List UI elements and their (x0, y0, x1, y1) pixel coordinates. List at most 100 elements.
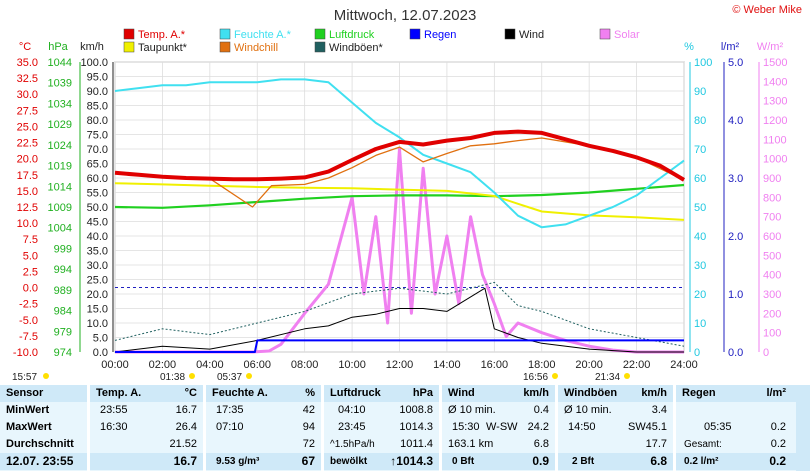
wind-bft: 0 Bft (452, 456, 475, 467)
y-tick-label-temp_c: 27.5 (17, 105, 38, 117)
stats-rain: Regen l/m² 05:35 0.2 Gesamt: 0.2 0.2 l/m² 0.… (676, 385, 796, 471)
y-tick-label-wind_kmh: 95.0 (87, 72, 108, 84)
y-tick-label-rain_lm2: 5.0 (728, 57, 743, 69)
x-tick-label: 02:00 (149, 359, 177, 371)
y-tick-label-wind_kmh: 25.0 (87, 275, 108, 287)
axes: 00:00 02:00 04:00 06:00 08:00 10:00 12:00 14:00… (13, 41, 788, 371)
hum-head: Feuchte A. (212, 387, 268, 399)
rain-now-text: 0.2 l/m² (684, 456, 719, 467)
y-tick-label-pressure_hpa: 974 (54, 347, 72, 359)
y-tick-label-temp_c: 25.0 (17, 121, 38, 133)
y-tick-label-pressure_hpa: 999 (54, 243, 72, 255)
y-tick-label-wind_kmh: 0.0 (93, 347, 108, 359)
y-tick-label-temp_c: 12.5 (17, 202, 38, 214)
rain-max-value: 0.2 (770, 421, 786, 433)
y-tick-label-wind_kmh: 35.0 (87, 246, 108, 258)
y-tick-label-humidity_pct: 60 (694, 173, 706, 185)
rain-now: 0.2 (769, 454, 786, 468)
y-tick-label-rain_lm2: 3.0 (728, 173, 743, 185)
x-tick-label: 24:00 (670, 359, 698, 371)
sun-marker-dot (624, 373, 630, 379)
wind-unit: km/h (523, 387, 549, 399)
y-tick-label-solar_wm2: 1100 (763, 134, 787, 146)
sun-marker-dot (189, 373, 195, 379)
y-tick-label-humidity_pct: 100 (694, 57, 712, 69)
sun-marker-label: 21:34 (595, 372, 620, 383)
y-tick-label-humidity_pct: 20 (694, 289, 706, 301)
y-tick-label-temp_c: 10.0 (17, 218, 38, 230)
y-tick-label-wind_kmh: 85.0 (87, 101, 108, 113)
y-tick-label-pressure_hpa: 1034 (48, 98, 72, 110)
series-line-temp-a (114, 129, 686, 182)
y-tick-label-pressure_hpa: 979 (54, 326, 72, 338)
rain-unit: l/m² (766, 387, 786, 399)
temp-min-time: 23:55 (100, 404, 128, 416)
legend-swatch (599, 28, 611, 40)
y-tick-label-temp_c: 20.0 (17, 154, 38, 166)
stats-gusts: Windböen km/h Ø 10 min. 3.4 14:50 SW 45.1 17… (558, 385, 676, 471)
y-tick-label-humidity_pct: 30 (694, 260, 706, 272)
sun-marker-dot (43, 373, 49, 379)
y-tick-label-temp_c: 15.0 (17, 186, 38, 198)
press-now: ↑1014.3 (390, 454, 433, 468)
wind-max-time: 15:30 (452, 421, 480, 433)
legend-label: Taupunkt* (138, 42, 188, 54)
y-tick-label-solar_wm2: 1300 (763, 96, 787, 108)
x-tick-label: 14:00 (433, 359, 461, 371)
copyright: © Weber Mike (732, 4, 802, 16)
label-min: MinWert (6, 404, 50, 416)
y-tick-label-solar_wm2: 200 (763, 308, 781, 320)
press-trend: ^1.5hPa/h (330, 439, 375, 450)
wind-max-value: 24.2 (527, 421, 549, 433)
legend-swatch (504, 28, 516, 40)
y-tick-label-wind_kmh: 10.0 (87, 318, 108, 330)
plot-area (114, 78, 686, 354)
axis-unit-temp_c: °C (19, 41, 31, 53)
gust-bft: 2 Bft (572, 456, 595, 467)
y-tick-label-temp_c: 0.0 (23, 283, 38, 295)
legend-swatch (123, 41, 135, 53)
gust-max-time: 14:50 (568, 421, 596, 433)
wind-head: Wind (448, 387, 475, 399)
press-max-value: 1014.3 (399, 421, 433, 433)
hum-avg: 72 (302, 438, 315, 450)
y-tick-label-pressure_hpa: 1014 (48, 181, 72, 193)
y-tick-label-wind_kmh: 55.0 (87, 188, 108, 200)
chart-legend: Temp. A.* Feuchte A.* Luftdruck Regen Wind So… (123, 28, 640, 54)
label-max: MaxWert (6, 421, 52, 433)
series-line-windchill (114, 137, 685, 208)
y-tick-label-solar_wm2: 900 (763, 173, 781, 185)
rain-head: Regen (682, 387, 716, 399)
legend-swatch (219, 28, 231, 40)
y-tick-label-humidity_pct: 40 (694, 231, 706, 243)
press-unit: hPa (412, 387, 433, 399)
sun-marker-label: 01:38 (160, 372, 185, 383)
y-tick-label-wind_kmh: 60.0 (87, 173, 108, 185)
y-tick-label-solar_wm2: 600 (763, 231, 781, 243)
gust-min-value: 3.4 (651, 404, 667, 416)
series-line-taupunkt (114, 182, 685, 221)
y-tick-label-solar_wm2: 700 (763, 212, 781, 224)
y-tick-label-pressure_hpa: 1024 (48, 140, 72, 152)
legend-swatch (219, 41, 231, 53)
y-tick-label-temp_c: 32.5 (17, 73, 38, 85)
stats-labels: Sensor MinWert MaxWert Durchschnitt 12.0… (0, 385, 90, 471)
legend-label: Feuchte A.* (234, 29, 292, 41)
y-tick-label-wind_kmh: 45.0 (87, 217, 108, 229)
stats-wind: Wind km/h Ø 10 min. 0.4 15:30 W-SW 24.2 163.… (442, 385, 558, 471)
y-tick-label-temp_c: -10.0 (13, 347, 38, 359)
y-tick-label-wind_kmh: 40.0 (87, 231, 108, 243)
wind-avg: 6.8 (533, 438, 549, 450)
y-tick-label-solar_wm2: 100 (763, 328, 781, 340)
legend-label: Windböen* (329, 42, 384, 54)
wind-run: 163.1 km (448, 438, 494, 450)
press-max-time: 23:45 (338, 421, 366, 433)
x-tick-label: 04:00 (196, 359, 224, 371)
y-tick-label-solar_wm2: 500 (763, 250, 781, 262)
press-min-time: 04:10 (338, 404, 366, 416)
y-tick-label-wind_kmh: 70.0 (87, 144, 108, 156)
series-line-windb-en (114, 281, 685, 347)
legend-swatch (409, 28, 421, 40)
y-tick-label-pressure_hpa: 1004 (48, 223, 72, 235)
legend-swatch (314, 41, 326, 53)
